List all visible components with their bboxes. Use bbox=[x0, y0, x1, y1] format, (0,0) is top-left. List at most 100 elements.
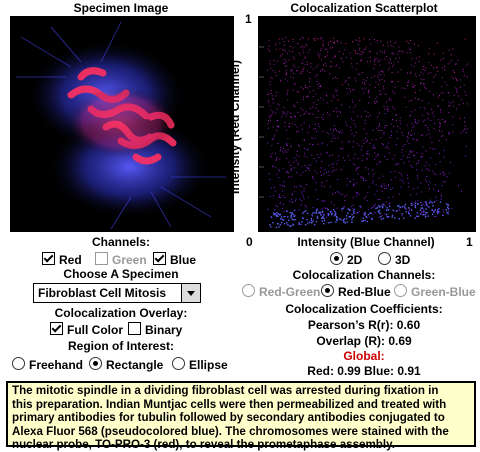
chevron-down-icon[interactable] bbox=[181, 284, 200, 302]
scatter-point bbox=[287, 80, 289, 82]
scatter-point bbox=[366, 158, 368, 160]
checkbox-full-color[interactable] bbox=[50, 322, 63, 335]
scatter-point bbox=[312, 175, 314, 177]
scatter-point bbox=[322, 114, 324, 115]
scatter-point bbox=[301, 221, 303, 223]
scatter-point bbox=[338, 218, 341, 220]
scatter-point bbox=[293, 89, 294, 91]
scatter-point bbox=[327, 51, 329, 53]
overlay-full-color[interactable]: Full Color bbox=[50, 322, 123, 337]
radio-red-blue[interactable] bbox=[321, 284, 334, 297]
scatter-point bbox=[413, 65, 415, 67]
roi-ellipse[interactable]: Ellipse bbox=[172, 357, 228, 372]
scatter-point bbox=[427, 206, 429, 208]
scatter-point bbox=[435, 74, 437, 76]
scatter-point bbox=[330, 201, 332, 203]
scatter-point bbox=[280, 146, 282, 148]
channel-red[interactable]: Red bbox=[42, 252, 82, 267]
scatter-point bbox=[435, 183, 437, 185]
scatter-point bbox=[278, 177, 280, 179]
scatter-point bbox=[363, 214, 366, 216]
overlay-binary[interactable]: Binary bbox=[128, 322, 182, 337]
scatter-point bbox=[319, 212, 322, 214]
scatterplot[interactable] bbox=[258, 16, 476, 232]
scatter-point bbox=[349, 181, 351, 183]
scatter-point bbox=[367, 111, 369, 113]
scatter-point bbox=[308, 196, 310, 198]
scatter-point bbox=[384, 108, 386, 110]
specimen-dropdown[interactable]: Fibroblast Cell Mitosis bbox=[33, 283, 201, 303]
scatter-point bbox=[274, 71, 276, 73]
scatter-point bbox=[286, 145, 288, 146]
scatter-point bbox=[290, 213, 293, 215]
scatter-point bbox=[465, 94, 467, 96]
scatter-point bbox=[450, 102, 452, 104]
scatter-point bbox=[354, 164, 356, 166]
scatter-point bbox=[388, 148, 390, 150]
scatter-point bbox=[366, 153, 368, 155]
roi-rectangle[interactable]: Rectangle bbox=[89, 357, 163, 372]
mode-2d[interactable]: 2D bbox=[330, 252, 362, 267]
radio-ellipse[interactable] bbox=[172, 357, 185, 370]
roi-freehand[interactable]: Freehand bbox=[12, 357, 83, 372]
scatter-point bbox=[422, 211, 424, 213]
scatter-point bbox=[301, 166, 303, 168]
scatter-point bbox=[298, 155, 300, 157]
scatter-point bbox=[356, 167, 358, 169]
scatter-point bbox=[359, 73, 361, 75]
scatter-point bbox=[277, 206, 278, 207]
scatter-point bbox=[269, 178, 271, 180]
scatter-point bbox=[428, 202, 431, 204]
scatter-point bbox=[320, 97, 322, 99]
mode-3d[interactable]: 3D bbox=[378, 252, 410, 267]
scatter-point bbox=[302, 193, 304, 195]
scatter-point bbox=[307, 168, 309, 170]
scatter-point bbox=[376, 58, 378, 60]
scatter-point bbox=[395, 144, 397, 145]
scatter-point bbox=[337, 89, 339, 91]
scatter-point bbox=[282, 49, 284, 51]
scatter-point bbox=[345, 217, 348, 220]
scatter-point bbox=[384, 58, 386, 60]
scatter-point bbox=[310, 222, 313, 224]
scatter-point bbox=[388, 202, 390, 204]
scatter-point bbox=[422, 73, 424, 75]
scatter-point bbox=[277, 120, 279, 122]
scatter-point bbox=[299, 39, 301, 41]
radio-rectangle[interactable] bbox=[89, 357, 102, 370]
scatter-point bbox=[306, 156, 308, 158]
radio-freehand[interactable] bbox=[12, 357, 25, 370]
checkbox-red[interactable] bbox=[42, 252, 55, 265]
checkbox-binary[interactable] bbox=[128, 322, 141, 335]
scatter-point bbox=[336, 207, 338, 209]
scatter-point bbox=[283, 216, 285, 218]
choose-specimen-title: Choose A Specimen bbox=[63, 267, 179, 281]
scatter-point bbox=[411, 122, 413, 124]
coloc-red-blue[interactable]: Red-Blue bbox=[321, 284, 391, 299]
scatter-point bbox=[374, 204, 376, 205]
radio-2d[interactable] bbox=[330, 252, 343, 265]
scatter-point bbox=[381, 205, 384, 208]
channel-blue[interactable]: Blue bbox=[153, 252, 196, 267]
scatter-point bbox=[364, 219, 366, 222]
scatter-point bbox=[430, 71, 432, 73]
scatter-point bbox=[408, 143, 410, 144]
scatter-point bbox=[319, 85, 321, 87]
scatter-point bbox=[357, 44, 359, 46]
scatter-point bbox=[386, 108, 388, 110]
scatter-point bbox=[414, 119, 416, 121]
scatter-point bbox=[436, 42, 438, 44]
scatter-point bbox=[313, 101, 315, 103]
specimen-dropdown-value: Fibroblast Cell Mitosis bbox=[38, 286, 167, 300]
scatter-point bbox=[369, 50, 371, 52]
checkbox-blue[interactable] bbox=[153, 252, 166, 265]
radio-3d[interactable] bbox=[378, 252, 391, 265]
scatter-point bbox=[423, 84, 425, 86]
scatter-point bbox=[440, 111, 442, 113]
scatter-point bbox=[400, 186, 402, 188]
scatter-point bbox=[373, 144, 374, 146]
scatter-point bbox=[371, 139, 373, 141]
scatter-point bbox=[353, 185, 354, 187]
scatter-point bbox=[294, 215, 296, 217]
specimen-image[interactable] bbox=[10, 16, 234, 232]
